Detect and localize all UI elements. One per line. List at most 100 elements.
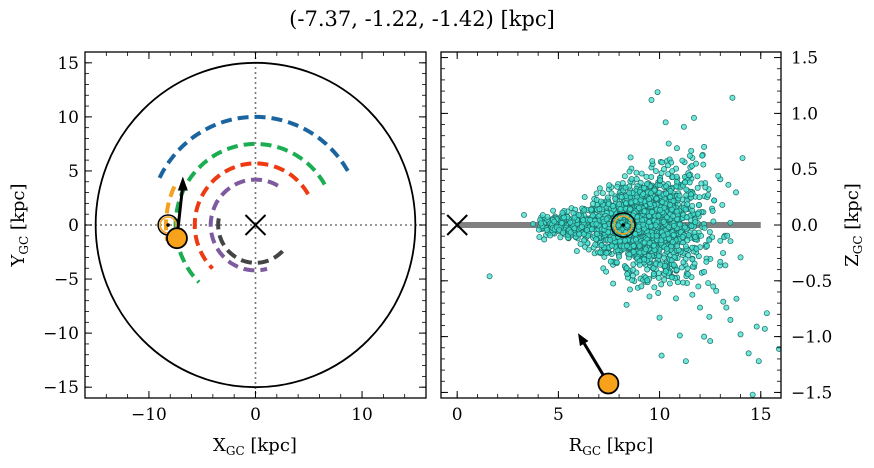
velocity-arrow-head-rz <box>578 333 589 347</box>
spiral-arm-4 <box>192 161 310 270</box>
star-point <box>660 232 667 239</box>
star-point <box>665 171 672 177</box>
star-point <box>636 242 643 249</box>
star-point <box>753 323 760 330</box>
star-point <box>539 212 546 219</box>
star-point <box>658 237 665 244</box>
star-point <box>612 195 619 202</box>
star-point <box>576 231 583 238</box>
star-point <box>724 232 731 239</box>
star-point <box>613 259 620 266</box>
star-point <box>559 209 566 216</box>
star-point <box>577 241 584 247</box>
star-point <box>578 223 585 230</box>
star-point <box>585 246 592 253</box>
galactic-center-marker <box>244 214 267 236</box>
star-point <box>587 217 594 223</box>
star-point <box>679 234 686 241</box>
star-point <box>717 258 724 265</box>
star-point <box>673 173 680 180</box>
object-marker <box>166 227 188 250</box>
star-point <box>596 185 603 192</box>
star-point <box>688 147 695 154</box>
star-point <box>547 232 554 239</box>
star-point <box>644 266 651 273</box>
star-point <box>693 160 699 167</box>
star-point <box>544 227 550 233</box>
star-point <box>589 226 595 233</box>
star-point <box>659 159 666 166</box>
star-point <box>667 188 674 195</box>
xy-ytick-label: 10 <box>57 108 79 128</box>
star-point <box>755 358 762 365</box>
star-point <box>710 283 717 290</box>
star-point <box>694 184 701 191</box>
star-point <box>669 168 676 175</box>
star-point <box>642 246 649 253</box>
star-point <box>601 222 608 229</box>
star-point <box>608 190 615 197</box>
star-point <box>676 221 683 228</box>
star-point <box>521 212 527 218</box>
star-point <box>608 242 615 249</box>
star-point <box>670 198 677 205</box>
spiral-arm-1 <box>157 114 350 181</box>
star-point <box>645 253 652 259</box>
star-point <box>597 249 604 256</box>
star-point <box>739 155 746 161</box>
star-point <box>654 89 661 96</box>
rz-ytick-label: 0.0 <box>791 216 818 236</box>
star-point <box>661 166 667 173</box>
star-point <box>616 201 623 208</box>
star-point <box>623 242 630 249</box>
star-point <box>713 287 720 294</box>
rz-xtick-label: 0 <box>452 405 463 425</box>
object-marker-rz <box>597 372 620 395</box>
star-point <box>623 301 630 308</box>
star-point <box>607 236 614 243</box>
star-point <box>665 162 671 169</box>
star-point <box>556 226 563 233</box>
star-point <box>650 242 657 249</box>
star-point <box>657 261 663 268</box>
star-point <box>648 173 655 180</box>
star-point <box>580 217 587 224</box>
star-point <box>538 220 544 227</box>
star-point <box>680 123 687 130</box>
star-point <box>697 304 703 311</box>
star-point <box>632 198 639 205</box>
star-point <box>702 184 709 191</box>
star-point <box>623 265 630 272</box>
star-point <box>616 253 622 260</box>
star-point <box>737 331 744 338</box>
star-point <box>636 205 642 211</box>
star-point <box>657 177 664 184</box>
star-point <box>646 293 653 300</box>
star-point <box>678 264 685 271</box>
star-point <box>617 206 624 212</box>
star-point <box>593 190 600 197</box>
star-point <box>660 218 667 225</box>
star-point <box>693 245 700 252</box>
star-point <box>670 231 677 238</box>
star-point <box>701 268 708 275</box>
rz-xtick-label: 5 <box>553 405 564 425</box>
star-point <box>674 216 680 222</box>
star-point <box>705 280 712 286</box>
star-point <box>682 358 689 365</box>
star-point <box>629 272 636 279</box>
star-point <box>663 190 670 197</box>
star-point <box>665 140 672 147</box>
star-point <box>694 173 701 180</box>
star-point <box>606 182 613 189</box>
star-point <box>720 298 727 305</box>
star-point <box>763 310 770 317</box>
xy-ytick-label: −10 <box>43 324 79 344</box>
star-point <box>604 194 611 201</box>
star-point <box>737 254 744 261</box>
star-point <box>640 191 647 197</box>
star-point <box>655 290 662 296</box>
star-point <box>658 281 665 288</box>
rz-xtick-label: 15 <box>750 405 772 425</box>
